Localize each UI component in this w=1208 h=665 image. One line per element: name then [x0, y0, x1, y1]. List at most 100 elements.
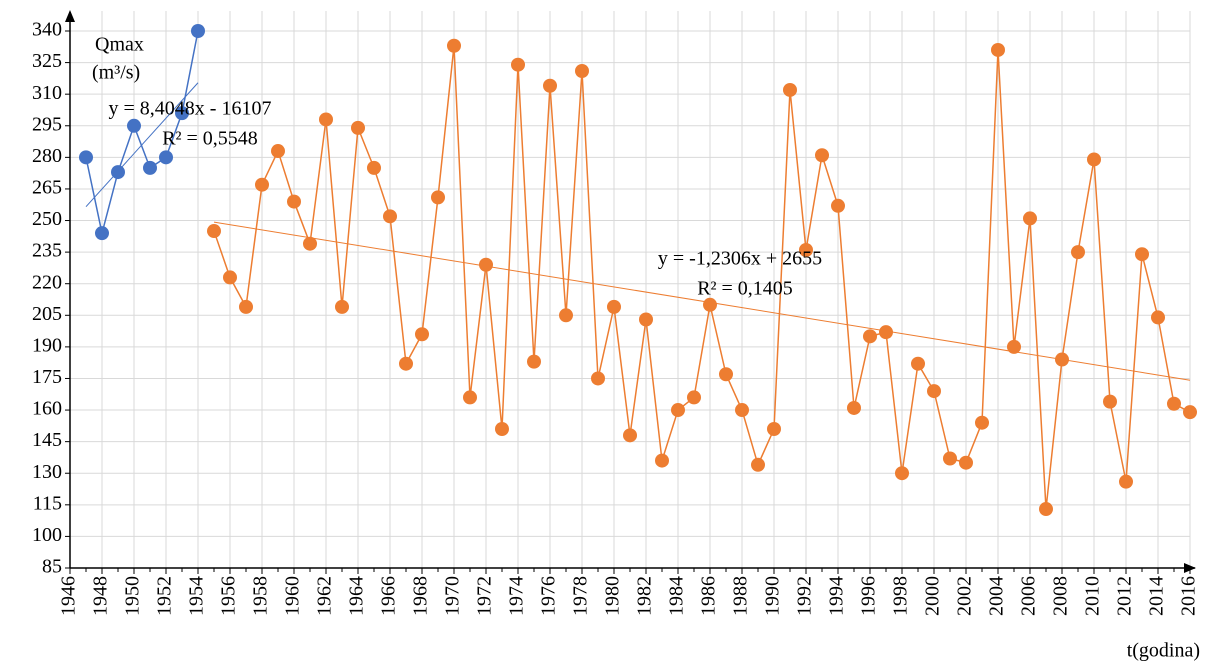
- data-point: [111, 165, 125, 180]
- data-point: [831, 198, 845, 213]
- data-point: [703, 297, 717, 312]
- y-tick-label: 325: [32, 50, 62, 72]
- x-tick-label: 2008: [1050, 576, 1072, 616]
- data-point: [927, 384, 941, 399]
- data-point: [527, 354, 541, 369]
- y-axis-arrow: [65, 10, 75, 22]
- x-tick-label: 2004: [986, 576, 1008, 616]
- data-point: [879, 325, 893, 340]
- data-point: [191, 24, 205, 38]
- data-point: [575, 64, 589, 79]
- data-point: [319, 112, 333, 127]
- data-point: [767, 422, 781, 437]
- data-point: [591, 371, 605, 386]
- x-tick-label: 2012: [1114, 576, 1136, 616]
- data-point: [367, 160, 381, 175]
- data-point: [895, 466, 909, 481]
- data-point: [607, 299, 621, 314]
- data-point: [543, 78, 557, 93]
- data-point: [79, 150, 93, 165]
- x-tick-label: 1966: [378, 576, 400, 616]
- data-point: [975, 415, 989, 430]
- data-point: [623, 428, 637, 443]
- x-tick-label: 1952: [154, 576, 176, 616]
- data-point: [1135, 247, 1149, 262]
- data-point: [559, 308, 573, 323]
- data-point: [1055, 352, 1069, 367]
- y-tick-label: 145: [32, 429, 62, 451]
- x-tick-label: 1948: [90, 576, 112, 616]
- data-point: [671, 403, 685, 418]
- data-point: [687, 390, 701, 405]
- x-tick-label: 1996: [858, 576, 880, 616]
- data-point: [1087, 152, 1101, 167]
- x-tick-label: 1960: [282, 576, 304, 616]
- x-tick-label: 1978: [570, 576, 592, 616]
- data-point: [1151, 310, 1165, 325]
- data-point: [1183, 405, 1197, 420]
- x-tick-label: 1988: [730, 576, 752, 616]
- data-point: [959, 455, 973, 470]
- data-point: [911, 356, 925, 371]
- data-point: [1023, 211, 1037, 226]
- data-point: [943, 451, 957, 466]
- x-tick-label: 2016: [1178, 576, 1200, 616]
- data-point: [783, 82, 797, 97]
- trendline-r2: R² = 0,5548: [162, 128, 258, 150]
- x-axis-arrow: [1184, 563, 1196, 573]
- y-tick-label: 265: [32, 177, 62, 199]
- trendline-r2: R² = 0,1405: [697, 278, 793, 300]
- x-tick-label: 1994: [826, 576, 848, 616]
- x-axis-label: t(godina): [1127, 640, 1200, 662]
- data-point: [815, 148, 829, 163]
- data-point: [399, 356, 413, 371]
- data-point: [383, 209, 397, 224]
- data-point: [223, 270, 237, 285]
- data-point: [479, 257, 493, 272]
- plot: 85 100 115 130 145 160 175 190 205 220 235 250 265 28…: [32, 10, 1200, 616]
- x-tick-label: 1974: [506, 576, 528, 616]
- x-tick-label: 1956: [218, 576, 240, 616]
- data-point: [335, 299, 349, 314]
- data-point: [415, 327, 429, 342]
- y-tick-label: 280: [32, 145, 62, 167]
- y-tick-label: 295: [32, 113, 62, 135]
- x-tick-label: 1982: [634, 576, 656, 616]
- series-line: [213, 45, 1191, 510]
- data-point: [239, 299, 253, 314]
- x-tick-label: 1986: [698, 576, 720, 616]
- data-point: [1071, 245, 1085, 260]
- data-point: [799, 243, 813, 258]
- x-tick-label: 2010: [1082, 576, 1104, 616]
- data-point: [1167, 396, 1181, 411]
- y-tick-label: 220: [32, 271, 62, 293]
- data-point: [847, 400, 861, 415]
- x-tick-label: 1954: [186, 576, 208, 616]
- y-tick-label: 85: [42, 556, 62, 578]
- data-point: [95, 226, 109, 241]
- y-tick-label: 250: [32, 208, 62, 230]
- data-point: [159, 150, 173, 165]
- data-point: [127, 118, 141, 133]
- data-point: [143, 160, 157, 175]
- data-point: [495, 422, 509, 437]
- x-tick-label: 1992: [794, 576, 816, 616]
- y-tick-label: 340: [32, 19, 62, 41]
- x-tick-label: 2000: [922, 576, 944, 616]
- data-point: [271, 144, 285, 159]
- x-tick-label: 1972: [474, 576, 496, 616]
- y-tick-label: 310: [32, 82, 62, 104]
- data-point: [463, 390, 477, 405]
- y-tick-label: 160: [32, 398, 62, 420]
- trendline-equation: y = 8,4048x - 16107: [109, 98, 272, 120]
- y-tick-label: 190: [32, 334, 62, 356]
- data-point: [431, 190, 445, 205]
- x-tick-label: 1980: [602, 576, 624, 616]
- data-point: [287, 194, 301, 209]
- y-tick-label: 235: [32, 240, 62, 262]
- x-tick-label: 1998: [890, 576, 912, 616]
- x-tick-label: 2002: [954, 576, 976, 616]
- data-point: [1103, 394, 1117, 409]
- x-tick-label: 1976: [538, 576, 560, 616]
